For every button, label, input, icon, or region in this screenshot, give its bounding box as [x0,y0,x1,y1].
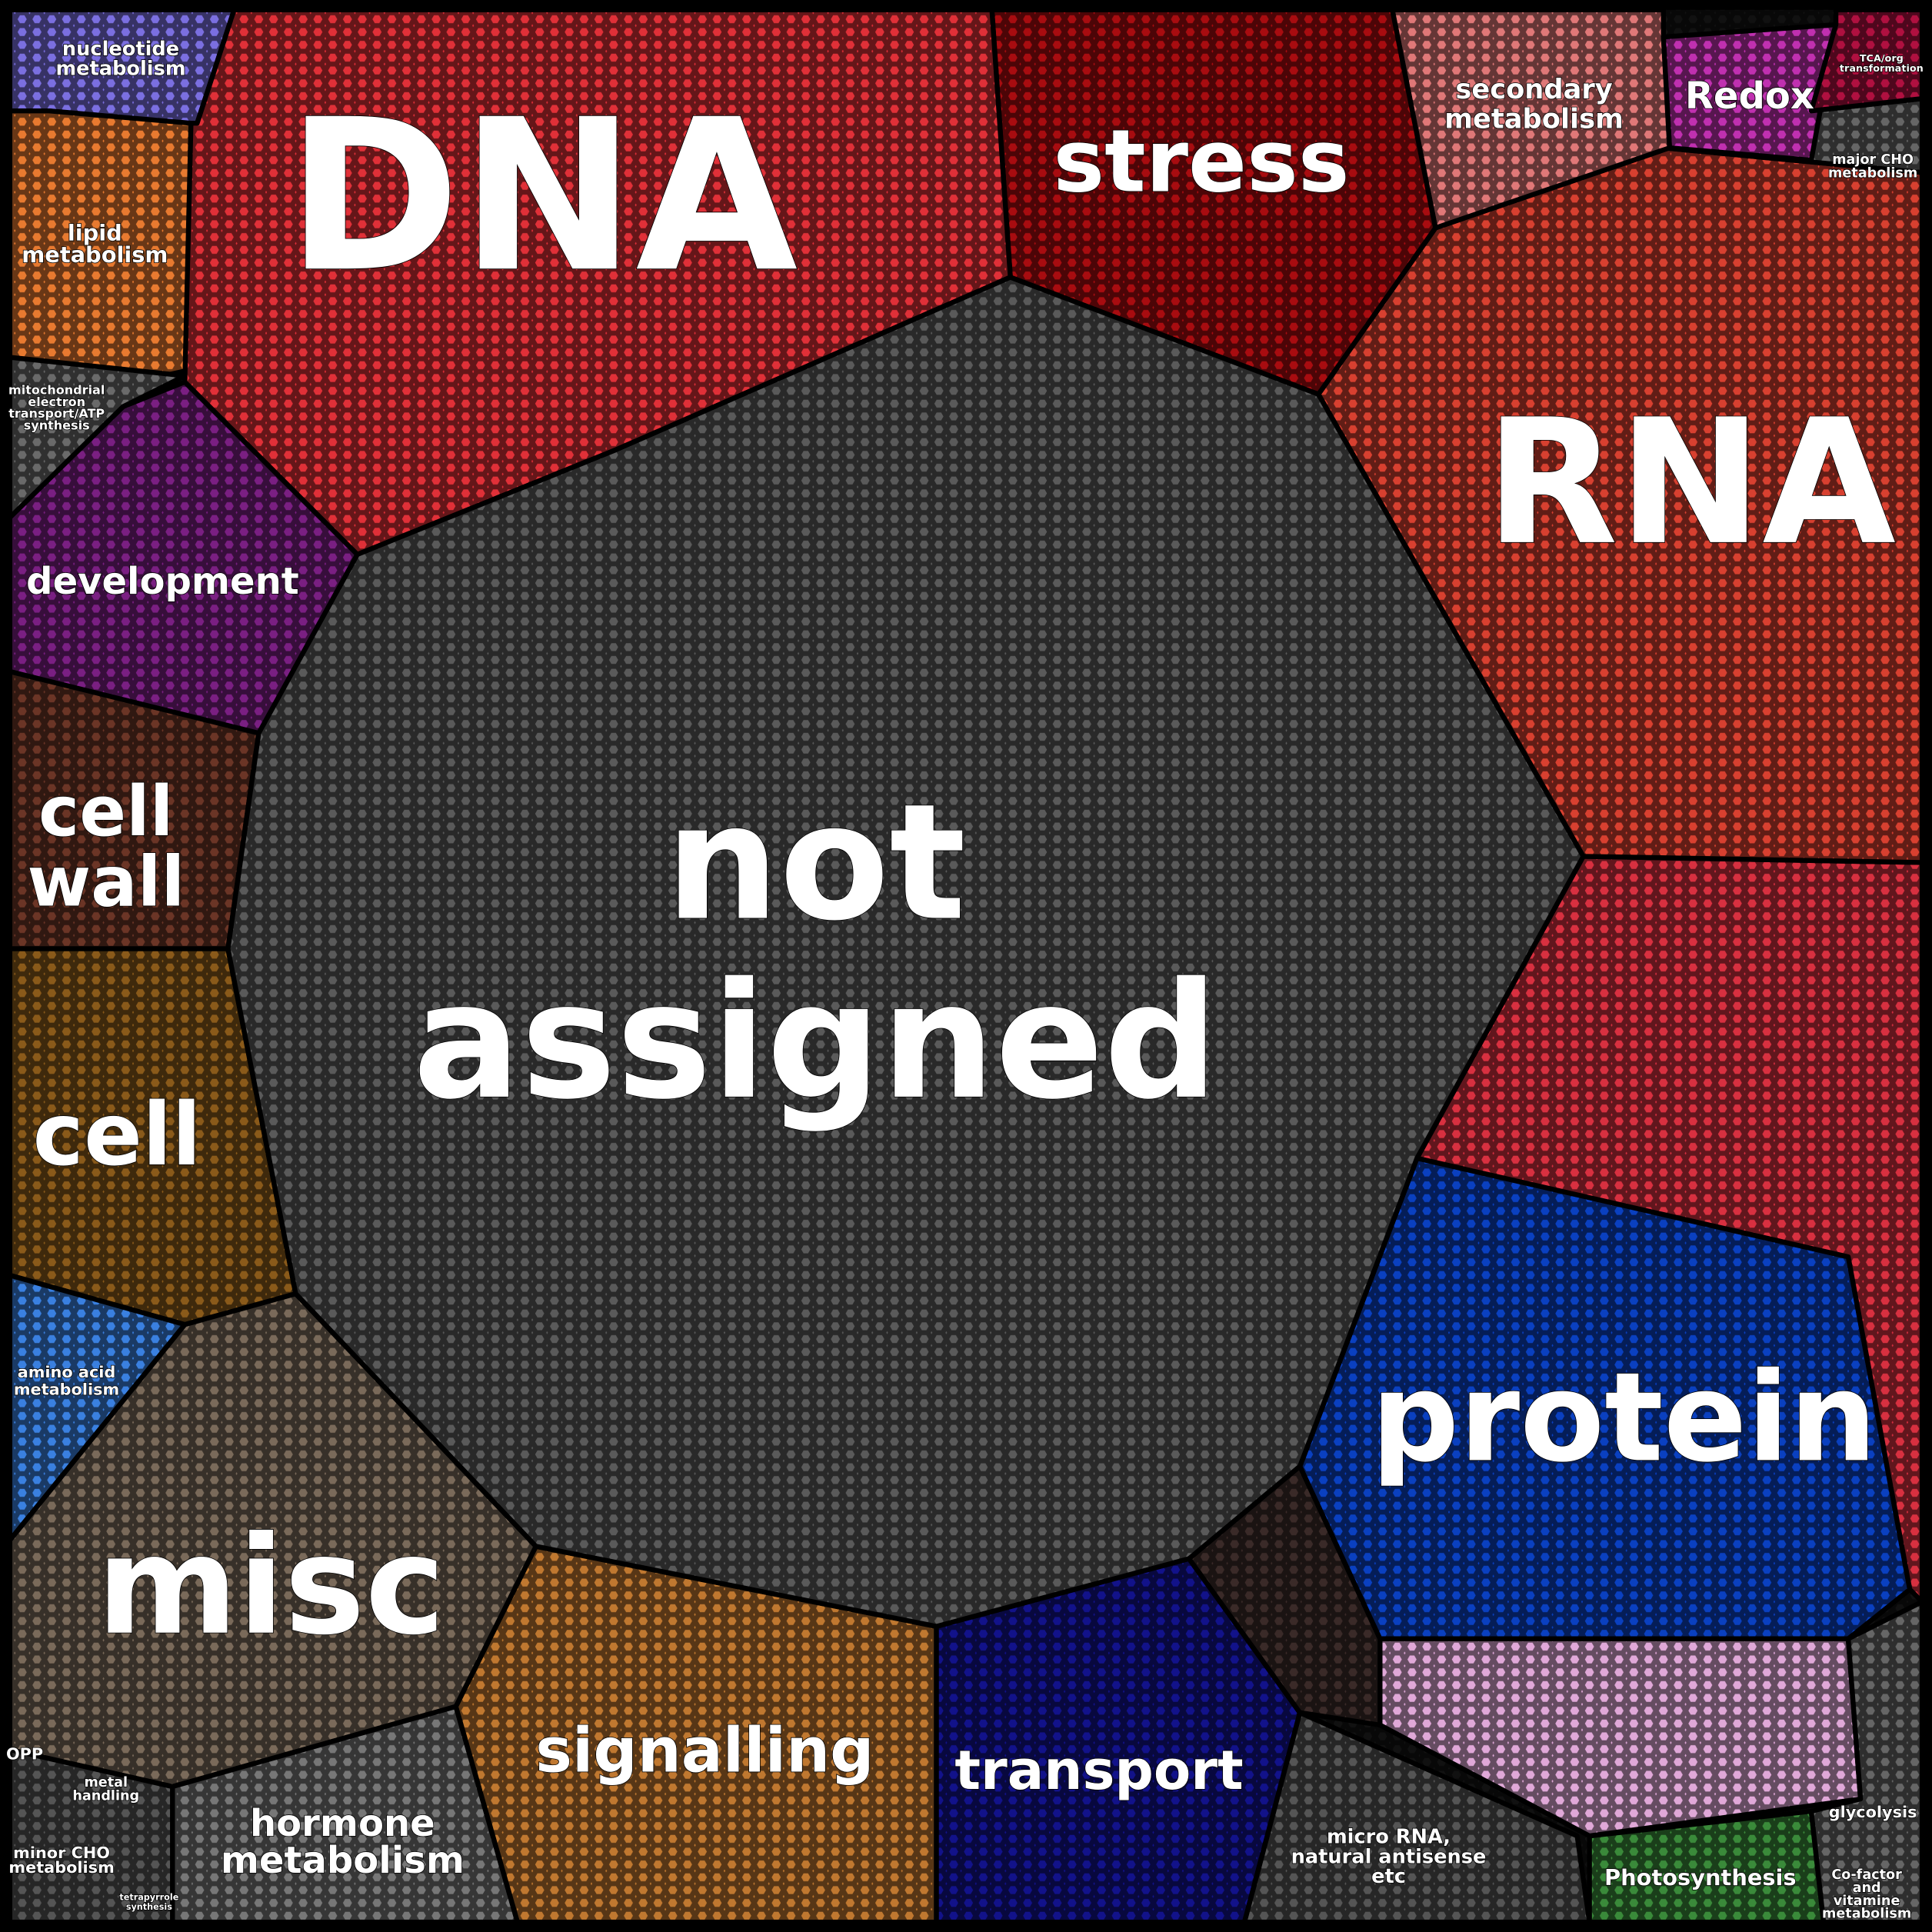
labels: DNA stressRNAnotassignednucleotidemetabol… [5,37,1924,1922]
region-label: metabolism [1822,1907,1911,1922]
region-label: and [1853,1880,1881,1896]
region-label: lipid [68,219,122,245]
region-label: Co-factor [1831,1867,1902,1883]
region-label: metabolism [1828,166,1917,182]
region-label: major CHO [1832,152,1914,168]
region-label: transport [954,1739,1243,1802]
region-label: natural antisense [1291,1845,1487,1868]
region-label: mitochondrial [8,383,105,398]
region-label: metabolism [55,58,185,81]
region-label: metabolism [14,1381,119,1399]
region-label: secondary [1455,74,1612,105]
region-label: TCA/org [1860,53,1904,65]
region-label: development [26,560,299,603]
region-label: electron [28,395,85,409]
region-label: metal [84,1775,128,1790]
region-label: cell [32,1085,201,1185]
region-label: metabolism [221,1839,465,1882]
region-label: etc [1371,1865,1406,1888]
region-label: amino acid [18,1363,116,1381]
region-label: wall [27,843,185,923]
region-label: synthesis [126,1902,172,1912]
region-label: vitamine [1834,1894,1900,1909]
region-label: transport/ATP [8,406,105,421]
region-label: hormone [250,1802,435,1845]
region-label: not [665,771,966,957]
region-label: handling [72,1789,139,1804]
region-label: transformation [1840,63,1924,75]
region-label: cell [38,772,174,852]
region-label: DNA [287,75,800,318]
region-label: tetrapyrrole [119,1892,178,1902]
region-label: Photosynthesis [1604,1864,1797,1890]
region-label: metabolism [8,1858,114,1877]
region-label: protein [1371,1345,1877,1489]
region-label: stress [1053,112,1349,212]
region-label: misc [97,1507,445,1665]
region-label: nucleotide [62,38,179,61]
region-label: Redox [1685,75,1814,118]
region-label: OPP [6,1745,43,1764]
region-label: signalling [535,1715,874,1787]
region-label: metabolism [1444,104,1624,135]
region-label: minor CHO [13,1844,110,1862]
region-label: micro RNA, [1327,1826,1451,1849]
region-label: metabolism [22,242,168,268]
region-label: synthesis [24,418,90,432]
region-label: RNA [1485,382,1896,583]
region-label: glycolysis [1829,1803,1917,1821]
region-label: assigned [413,949,1218,1135]
